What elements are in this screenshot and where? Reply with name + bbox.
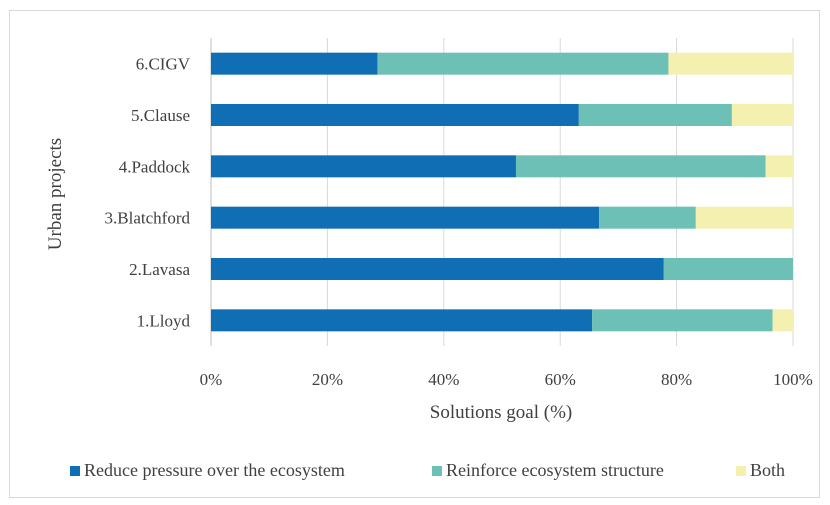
category-label: 3.Blatchford xyxy=(105,209,191,228)
legend: Reduce pressure over the ecosystem Reinfo… xyxy=(70,460,785,480)
bar-segment xyxy=(765,155,793,178)
bar-segment xyxy=(578,104,732,126)
bar-segment xyxy=(599,206,696,229)
bar-segment xyxy=(211,309,593,332)
bar-segment xyxy=(695,206,793,229)
bars xyxy=(211,52,793,332)
x-tick-label: 100% xyxy=(773,370,813,389)
bar-segment xyxy=(211,155,516,178)
bar-segment xyxy=(663,258,793,280)
bar-segment xyxy=(211,206,600,229)
x-axis-title: Solutions goal (%) xyxy=(430,402,573,423)
bar-segment xyxy=(515,155,766,178)
x-tick-label: 0% xyxy=(200,370,223,389)
x-tick-label: 80% xyxy=(661,370,692,389)
category-labels: 1.Lloyd 2.Lavasa 3.Blatchford 4.Paddock 5.Cl… xyxy=(105,55,191,331)
category-label: 2.Lavasa xyxy=(129,260,190,279)
category-label: 1.Lloyd xyxy=(137,311,191,330)
bar-segment xyxy=(211,258,664,280)
legend-swatch xyxy=(432,466,442,476)
legend-swatch xyxy=(736,466,746,476)
bar-segment xyxy=(731,104,793,126)
bar-segment xyxy=(211,104,579,126)
legend-label: Both xyxy=(750,460,785,480)
legend-label: Reduce pressure over the ecosystem xyxy=(84,460,345,480)
legend-swatch xyxy=(70,466,80,476)
bar-segment xyxy=(668,52,793,75)
category-label: 4.Paddock xyxy=(119,157,191,176)
bar-segment xyxy=(377,52,669,75)
gridlines xyxy=(210,38,794,346)
chart-frame xyxy=(9,10,820,498)
bar-segment xyxy=(211,52,378,75)
x-tick-label: 60% xyxy=(545,370,576,389)
category-label: 5.Clause xyxy=(131,106,190,125)
x-tick-labels: 0% 20% 40% 60% 80% 100% xyxy=(200,370,813,389)
y-axis-title: Urban projects xyxy=(45,138,66,250)
category-label: 6.CIGV xyxy=(136,55,191,74)
legend-label: Reinforce ecosystem structure xyxy=(446,460,664,480)
x-tick-label: 40% xyxy=(428,370,459,389)
bar-segment xyxy=(592,309,773,332)
bar-segment xyxy=(772,309,793,332)
x-tick-label: 20% xyxy=(312,370,343,389)
